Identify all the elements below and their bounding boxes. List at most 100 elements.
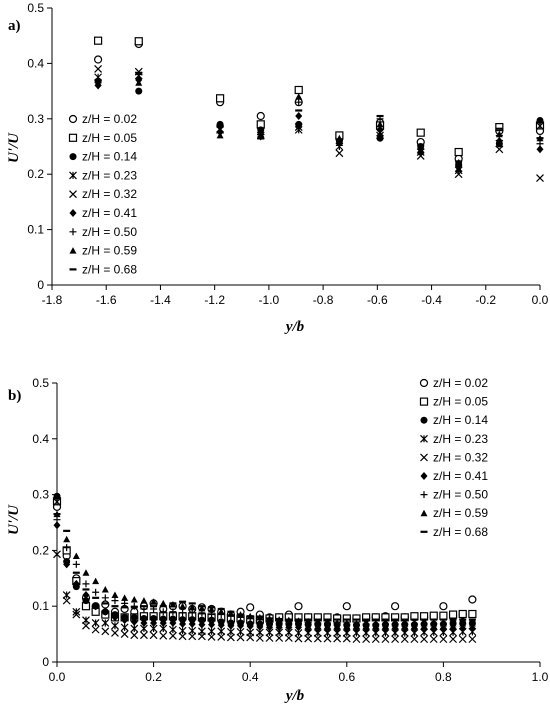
panel-a-series-4: [94, 71, 544, 175]
panel-b-point: [168, 631, 177, 640]
panel-b-point: [304, 634, 313, 643]
panel-b-point: [458, 635, 467, 644]
panel-b-point: [459, 624, 467, 633]
panel-b-point: [430, 619, 438, 627]
panel-b-point: [314, 618, 322, 625]
panel-b-point: [140, 631, 148, 640]
panel-b-point: [400, 635, 409, 644]
panel-a-point: [536, 122, 544, 130]
panel-b-point: [362, 624, 370, 633]
panel-b-point: [372, 624, 380, 633]
panel-a-point: [417, 146, 425, 154]
panel-a-x-tick-label: -0.8: [313, 293, 334, 307]
panel-a-legend-label: z/H = 0.68: [82, 262, 137, 276]
panel-b-y-tick-label: 0.4: [32, 432, 49, 446]
panel-a-point: [295, 98, 303, 106]
panel-a-point: [335, 149, 344, 158]
panel-b-point: [266, 623, 274, 632]
panel-b-point: [265, 634, 274, 642]
panel-b-point: [439, 619, 447, 627]
panel-b-point: [198, 620, 206, 629]
panel-b-point: [371, 635, 380, 644]
panel-b-point: [53, 516, 61, 524]
panel-b: b) 0.0 0.2 0.4 0.6 0.8 1.0 0 0.1 0.2 0.3 0.4 0.5 z/H…: [6, 376, 549, 704]
panel-b-point: [333, 634, 342, 643]
panel-b-point: [62, 596, 71, 605]
panel-a-point: [295, 93, 303, 100]
panel-b-point: [429, 635, 438, 644]
panel-a-x-tick-label: -1.2: [204, 293, 225, 307]
panel-a-point: [454, 147, 463, 157]
panel-a-y-tick-label: 0: [37, 278, 44, 292]
panel-b-point: [304, 617, 312, 625]
panel-b-legend-label: z/H = 0.14: [433, 413, 488, 427]
panel-a-point: [294, 123, 303, 132]
panel-b-point: [362, 619, 370, 626]
panel-b-point: [459, 619, 467, 627]
panel-a-point: [416, 128, 425, 137]
panel-b-point: [92, 588, 100, 596]
panel-b-x-tick-label: 1.0: [532, 670, 549, 684]
panel-b-point: [304, 624, 312, 633]
panel-b-point: [391, 624, 399, 633]
panel-b-point: [188, 620, 196, 629]
panel-b-point: [91, 619, 100, 627]
panel-b-point: [401, 624, 409, 633]
panel-b-point: [323, 618, 331, 626]
panel-b-point: [188, 616, 196, 624]
panel-b-point: [188, 626, 197, 635]
panel-a-point: [294, 85, 303, 95]
panel-a-legend-marker: [68, 133, 78, 142]
panel-b-point: [275, 623, 283, 632]
panel-a-legend-label: z/H = 0.59: [82, 244, 137, 258]
panel-b-legend-label: z/H = 0.41: [433, 469, 488, 483]
panel-b-legend-marker: [419, 397, 429, 406]
panel-b-legend-label: z/H = 0.23: [433, 432, 488, 446]
panel-a-series-9: [94, 71, 544, 163]
panel-b-point: [468, 595, 477, 604]
panel-b-point: [420, 635, 429, 644]
panel-a-point: [536, 116, 544, 124]
panel-b-point: [159, 618, 167, 627]
panel-b-point: [130, 596, 138, 603]
panel-a-point: [93, 55, 103, 64]
panel-b-point: [111, 597, 119, 605]
panel-b-legend-marker: [420, 434, 428, 443]
panel-b-point: [140, 618, 148, 627]
panel-b-series-6: [53, 521, 476, 633]
panel-b-point: [130, 613, 138, 621]
panel-b-point: [130, 624, 139, 633]
panel-b-legend-label: z/H = 0.05: [433, 395, 488, 409]
panel-a-legend-label: z/H = 0.02: [82, 112, 137, 126]
panel-b-legend: z/H = 0.02 z/H = 0.05 z/H = 0.14 z/H = 0.23…: [419, 376, 488, 539]
panel-b-point: [208, 606, 216, 613]
panel-b-point: [121, 616, 129, 625]
panel-b-point: [275, 634, 284, 642]
panel-a-legend: z/H = 0.02 z/H = 0.05 z/H = 0.14 z/H = 0.23…: [68, 112, 137, 276]
panel-b-point: [53, 550, 61, 559]
panel-b-point: [208, 620, 216, 629]
panel-b-point: [401, 619, 409, 627]
panel-b-point: [449, 624, 457, 633]
panel-b-point: [295, 623, 302, 632]
panel-a-point: [495, 123, 504, 132]
panel-a-legend-label: z/H = 0.32: [82, 187, 137, 201]
panel-b-y-tick-label: 0.2: [32, 543, 49, 557]
panel-b-point: [179, 602, 187, 610]
panel-b-point: [217, 621, 225, 630]
panel-b-point: [207, 627, 216, 636]
panel-a-point: [216, 131, 224, 139]
panel-b-point: [82, 591, 90, 600]
panel-b-point: [159, 631, 168, 640]
panel-b-point: [63, 544, 71, 552]
panel-b-point: [188, 609, 196, 617]
panel-b-point: [236, 633, 245, 642]
panel-a-ylabel: U'/U: [6, 132, 22, 163]
panel-b-point: [226, 633, 235, 642]
panel-b-point: [179, 620, 187, 629]
panel-b-x-tick-label: 0.0: [49, 670, 66, 684]
panel-a-point: [295, 112, 303, 121]
panel-b-point: [150, 614, 158, 622]
panel-b-point: [449, 619, 457, 627]
panel-b-point: [468, 609, 477, 619]
